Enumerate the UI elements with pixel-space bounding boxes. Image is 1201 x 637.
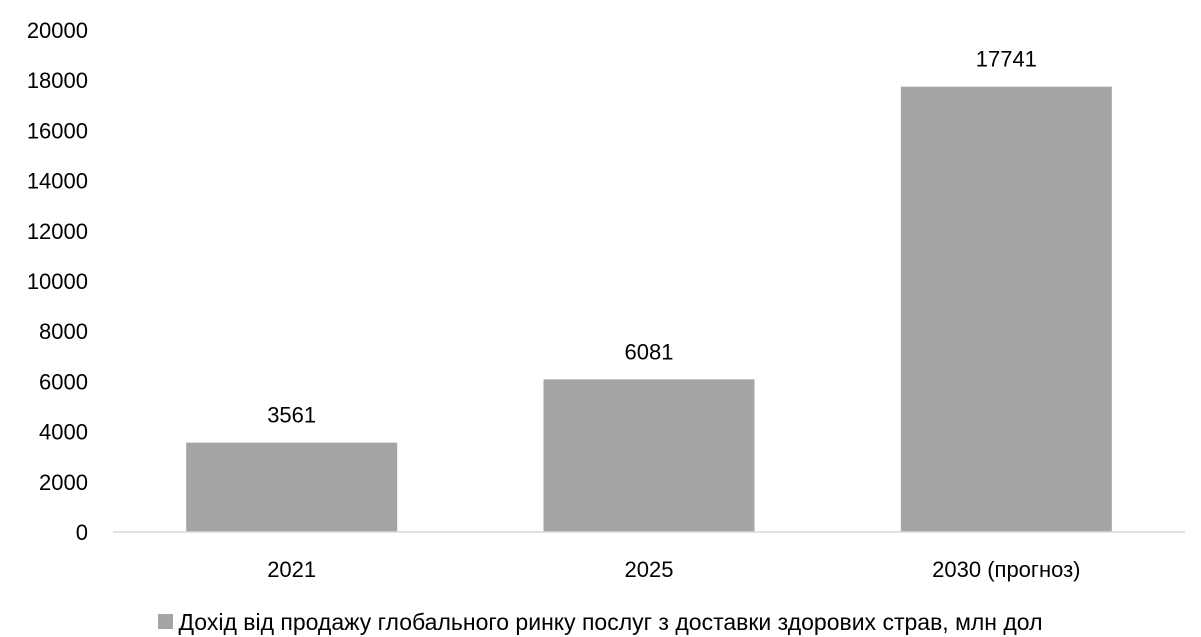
legend-label: Дохід від продажу глобального ринку посл… [178,609,1043,635]
x-tick-label: 2025 [625,557,674,582]
y-tick-label: 2000 [39,470,88,495]
data-label: 17741 [976,47,1037,72]
y-axis-ticks: 0 2000 4000 6000 8000 10000 12000 14000 16000 180… [27,18,88,545]
legend-swatch [158,614,174,630]
y-tick-label: 10000 [27,269,88,294]
bar [900,86,1112,532]
y-tick-label: 16000 [27,118,88,143]
x-tick-label: 2030 (прогноз) [932,557,1080,582]
x-axis-ticks: 2021 2025 2030 (прогноз) [267,557,1080,582]
y-tick-label: 6000 [39,369,88,394]
y-tick-label: 4000 [39,420,88,445]
y-tick-label: 14000 [27,169,88,194]
bars [186,86,1112,532]
legend: Дохід від продажу глобального ринку посл… [0,608,1201,636]
y-tick-label: 8000 [39,319,88,344]
y-tick-label: 12000 [27,219,88,244]
data-label: 3561 [267,403,316,428]
bar [186,442,398,532]
x-tick-label: 2021 [267,557,316,582]
bar [543,379,755,532]
y-tick-label: 18000 [27,68,88,93]
y-tick-label: 0 [76,520,88,545]
data-label: 6081 [625,339,674,364]
data-labels: 3561 6081 17741 [267,47,1037,428]
y-tick-label: 20000 [27,18,88,43]
